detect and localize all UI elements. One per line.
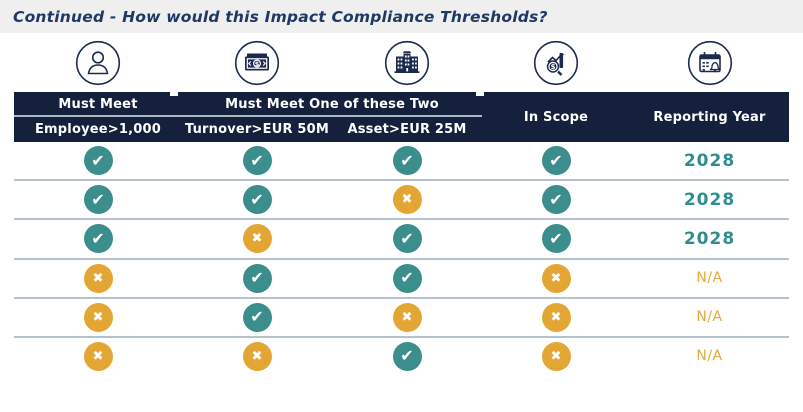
turnover-cell: ✖ bbox=[182, 220, 332, 257]
table-row: ✖ ✔ ✖ ✖ N/A bbox=[14, 296, 789, 336]
page-title: Continued - How would this Impact Compli… bbox=[13, 7, 548, 26]
in-scope-cell: ✔ bbox=[482, 181, 630, 218]
asset-cell: ✔ bbox=[332, 338, 482, 375]
employee-cell: ✔ bbox=[14, 181, 182, 218]
svg-text:$: $ bbox=[551, 63, 556, 71]
cross-icon: ✖ bbox=[83, 263, 113, 293]
reporting-year-value: N/A bbox=[696, 309, 723, 326]
turnover-cell: ✔ bbox=[182, 181, 332, 218]
turnover-cell: ✖ bbox=[182, 338, 332, 375]
check-icon: ✔ bbox=[242, 263, 272, 293]
check-icon: ✔ bbox=[83, 224, 113, 254]
column-icons-row: $ bbox=[14, 33, 789, 92]
asset-cell: ✖ bbox=[332, 299, 482, 336]
header-must-meet: Must Meet bbox=[58, 97, 138, 112]
cross-icon: ✖ bbox=[541, 263, 571, 293]
check-icon: ✔ bbox=[242, 185, 272, 215]
title-band: Continued - How would this Impact Compli… bbox=[0, 0, 803, 33]
reporting-year-value: 2028 bbox=[683, 150, 736, 171]
check-icon: ✔ bbox=[83, 185, 113, 215]
cross-icon: ✖ bbox=[392, 185, 422, 215]
cross-icon: ✖ bbox=[83, 341, 113, 371]
employee-cell: ✖ bbox=[14, 299, 182, 336]
check-icon: ✔ bbox=[242, 302, 272, 332]
svg-text:$: $ bbox=[255, 59, 260, 67]
table-rows: ✔ ✔ ✔ ✔ 2028 ✔ ✔ ✖ ✔ 2028 ✔ ✖ ✔ ✔ 2028 ✖ ✔ ✔ ✖ N/A ✖ ✔ ✖ ✖ N/A ✖ ✖… bbox=[14, 142, 789, 375]
in-scope-cell: ✖ bbox=[482, 299, 630, 336]
cross-icon: ✖ bbox=[242, 224, 272, 254]
in-scope-cell: ✔ bbox=[482, 142, 630, 179]
asset-building-icon bbox=[384, 40, 430, 86]
table-row: ✖ ✖ ✔ ✖ N/A bbox=[14, 335, 789, 375]
employee-cell: ✔ bbox=[14, 220, 182, 257]
reporting-year-value: 2028 bbox=[683, 228, 736, 249]
table-header: Must Meet Must Meet One of these Two Emp… bbox=[14, 92, 789, 142]
check-icon: ✔ bbox=[392, 224, 422, 254]
employee-cell: ✖ bbox=[14, 260, 182, 297]
header-cell-gap bbox=[170, 92, 178, 96]
turnover-banknote-icon: $ bbox=[234, 40, 280, 86]
reporting-year-value: N/A bbox=[696, 348, 723, 365]
check-icon: ✔ bbox=[541, 146, 571, 176]
check-icon: ✔ bbox=[541, 185, 571, 215]
employee-cell: ✖ bbox=[14, 338, 182, 375]
in-scope-cell: ✖ bbox=[482, 338, 630, 375]
employee-cell: ✔ bbox=[14, 142, 182, 179]
compliance-table: Must Meet Must Meet One of these Two Emp… bbox=[14, 92, 789, 375]
in-scope-cell: ✖ bbox=[482, 260, 630, 297]
table-row: ✔ ✔ ✔ ✔ 2028 bbox=[14, 142, 789, 179]
header-asset: Asset>EUR 25M bbox=[347, 122, 467, 137]
employee-person-icon bbox=[75, 40, 121, 86]
cross-icon: ✖ bbox=[541, 302, 571, 332]
cross-icon: ✖ bbox=[392, 302, 422, 332]
cross-icon: ✖ bbox=[83, 302, 113, 332]
cross-icon: ✖ bbox=[242, 341, 272, 371]
asset-cell: ✔ bbox=[332, 260, 482, 297]
turnover-cell: ✔ bbox=[182, 299, 332, 336]
reporting-calendar-bell-icon bbox=[687, 40, 733, 86]
header-must-meet-one-of-two: Must Meet One of these Two bbox=[225, 97, 439, 112]
check-icon: ✔ bbox=[392, 341, 422, 371]
turnover-cell: ✔ bbox=[182, 260, 332, 297]
asset-cell: ✔ bbox=[332, 220, 482, 257]
cross-icon: ✖ bbox=[541, 341, 571, 371]
in-scope-analysis-icon: $ bbox=[533, 40, 579, 86]
check-icon: ✔ bbox=[392, 263, 422, 293]
reporting-year-value: N/A bbox=[696, 270, 723, 287]
table-row: ✔ ✖ ✔ ✔ 2028 bbox=[14, 218, 789, 257]
check-icon: ✔ bbox=[541, 224, 571, 254]
turnover-cell: ✔ bbox=[182, 142, 332, 179]
header-reporting-year: Reporting Year bbox=[653, 109, 766, 125]
header-in-scope: In Scope bbox=[523, 109, 589, 125]
check-icon: ✔ bbox=[242, 146, 272, 176]
check-icon: ✔ bbox=[83, 146, 113, 176]
header-cell-gap bbox=[476, 92, 484, 96]
header-employee: Employee>1,000 bbox=[34, 122, 162, 137]
asset-cell: ✖ bbox=[332, 181, 482, 218]
header-turnover: Turnover>EUR 50M bbox=[184, 122, 330, 137]
check-icon: ✔ bbox=[392, 146, 422, 176]
table-row: ✖ ✔ ✔ ✖ N/A bbox=[14, 257, 789, 297]
header-divider-line bbox=[14, 115, 482, 117]
reporting-year-value: 2028 bbox=[683, 189, 736, 210]
asset-cell: ✔ bbox=[332, 142, 482, 179]
in-scope-cell: ✔ bbox=[482, 220, 630, 257]
table-row: ✔ ✔ ✖ ✔ 2028 bbox=[14, 179, 789, 218]
